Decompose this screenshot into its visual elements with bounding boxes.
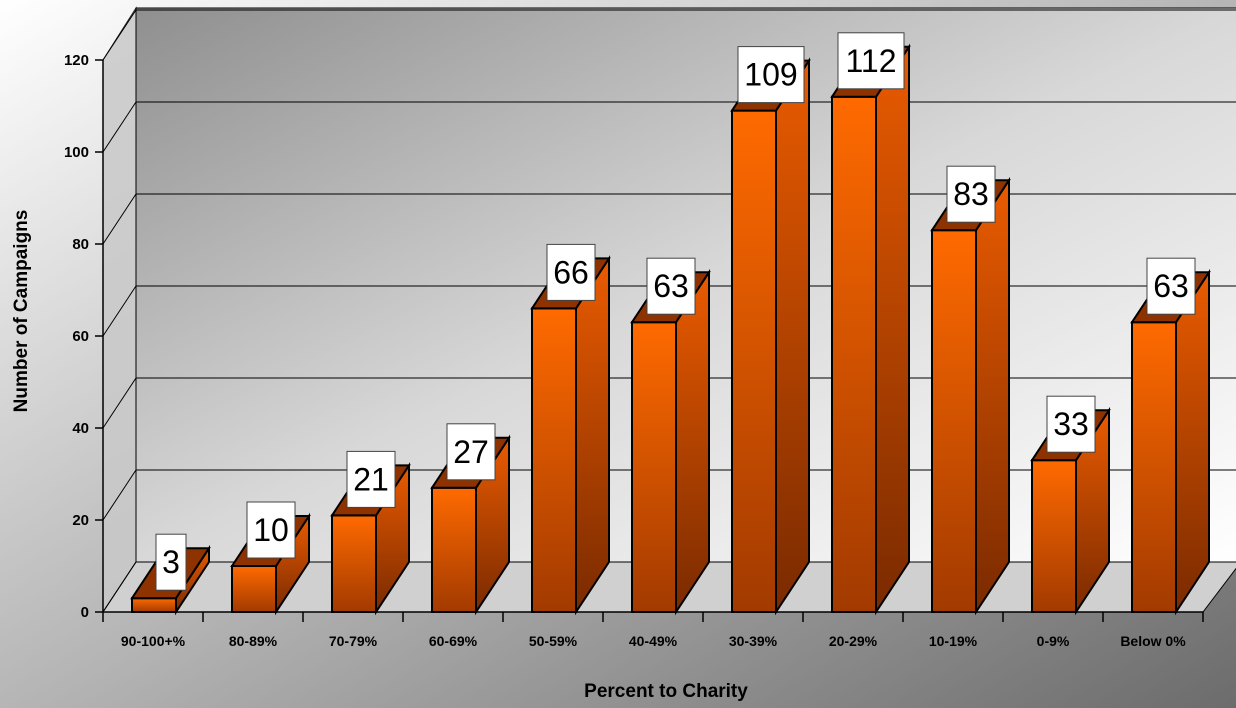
y-tick-label: 20	[72, 512, 89, 529]
x-tick-label: 40-49%	[629, 633, 678, 649]
y-axis-title: Number of Campaigns	[11, 210, 32, 413]
bar-front	[331, 514, 377, 614]
x-tick-label: 0-9%	[1037, 633, 1070, 649]
axes: 0 20 40 60 80 100 120 90-100+% 80-89% 70-79% 60-69…	[64, 52, 1204, 649]
x-tick-label: 70-79%	[329, 633, 378, 649]
bar-side	[575, 255, 610, 616]
data-label: 112	[845, 43, 896, 79]
bar	[1130, 268, 1211, 616]
y-tick-label: 100	[64, 144, 89, 161]
y-tick-label: 80	[72, 236, 89, 253]
x-tick-label: Below 0%	[1120, 633, 1186, 649]
data-label-box	[737, 46, 805, 104]
x-tick-label: 20-29%	[829, 633, 878, 649]
data-label-box	[1146, 257, 1196, 315]
data-label-box	[837, 32, 905, 90]
data-label: 109	[744, 57, 797, 93]
data-label: 33	[1053, 406, 1089, 442]
data-labels: 3 10 21 27 66 63 109 112 83 33 63	[155, 32, 1196, 591]
bar	[530, 255, 611, 616]
x-tick-label: 60-69%	[429, 633, 478, 649]
data-label: 63	[1153, 268, 1189, 304]
data-label-box	[646, 257, 696, 315]
data-label: 10	[253, 512, 289, 548]
bar-front	[631, 321, 677, 613]
data-label-box	[246, 501, 296, 559]
data-label: 83	[953, 176, 989, 212]
data-label-box	[1046, 395, 1096, 453]
bar-front	[431, 486, 477, 613]
bar-front	[831, 95, 877, 614]
data-label: 3	[162, 544, 180, 580]
x-tick-label: 10-19%	[929, 633, 978, 649]
y-tick-label: 40	[72, 420, 89, 437]
y-tick-label: 120	[64, 52, 89, 69]
data-label: 63	[653, 268, 689, 304]
side-wall	[102, 6, 137, 614]
x-tick-label: 50-59%	[529, 633, 578, 649]
bar-front	[531, 307, 577, 613]
x-tick-label: 80-89%	[229, 633, 278, 649]
data-label-box	[155, 533, 187, 591]
bar-front	[1131, 321, 1177, 613]
data-label-box	[946, 165, 996, 223]
bar-side	[675, 268, 710, 616]
y-tick-label: 0	[81, 604, 89, 621]
bar	[730, 57, 811, 616]
bar-front	[1031, 459, 1077, 614]
bar-front	[931, 229, 977, 613]
bar-side	[875, 43, 910, 616]
x-axis-title: Percent to Charity	[584, 681, 748, 702]
data-label-box	[546, 243, 596, 301]
bar-side	[975, 176, 1010, 616]
data-label-box	[446, 423, 496, 481]
bar-front	[131, 597, 177, 614]
bar-side	[775, 57, 810, 616]
x-tick-label: 90-100+%	[121, 633, 186, 649]
y-tick-label: 60	[72, 328, 89, 345]
bar	[830, 43, 911, 616]
bar-side	[1175, 268, 1210, 616]
gridline	[102, 9, 1236, 61]
bar-front	[231, 565, 277, 613]
bar	[630, 268, 711, 616]
data-label: 21	[353, 461, 389, 497]
bar	[930, 176, 1011, 616]
data-label: 66	[553, 254, 589, 290]
bar-front	[731, 109, 777, 613]
data-label-box	[346, 450, 396, 508]
bars	[130, 43, 1211, 616]
x-tick-label: 30-39%	[729, 633, 778, 649]
data-label: 27	[453, 434, 489, 470]
